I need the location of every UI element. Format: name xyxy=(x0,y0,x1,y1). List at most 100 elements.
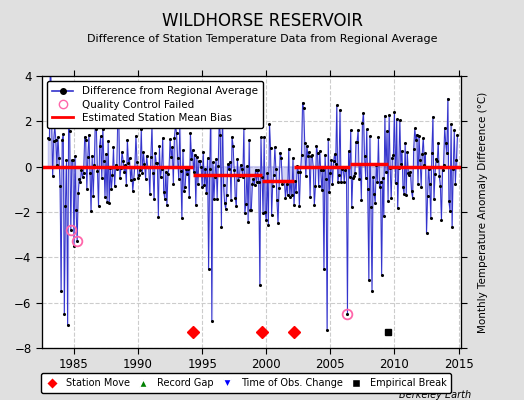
Point xyxy=(172,130,181,136)
Point xyxy=(50,123,59,129)
Point xyxy=(398,148,406,154)
Point xyxy=(183,170,191,177)
Point xyxy=(78,173,86,180)
Point xyxy=(440,162,448,168)
Point xyxy=(154,213,162,220)
Point xyxy=(433,158,441,164)
Point xyxy=(213,195,221,202)
Point xyxy=(228,134,236,140)
Point xyxy=(325,189,333,195)
Point xyxy=(373,178,381,185)
Point xyxy=(291,178,299,184)
Point xyxy=(313,150,322,156)
Point xyxy=(151,150,159,156)
Point xyxy=(105,199,113,206)
Point xyxy=(324,136,332,142)
Point xyxy=(46,50,54,56)
Point xyxy=(225,166,233,172)
Point xyxy=(254,167,262,173)
Point xyxy=(71,153,79,159)
Point xyxy=(311,182,320,189)
Point xyxy=(406,169,414,176)
Point xyxy=(95,143,104,149)
Point xyxy=(321,152,329,158)
Point xyxy=(280,178,289,184)
Point xyxy=(130,164,139,170)
Point xyxy=(352,139,360,146)
Point xyxy=(209,159,217,166)
Point xyxy=(380,112,389,119)
Point xyxy=(326,170,334,176)
Point xyxy=(137,125,146,132)
Point xyxy=(442,140,450,146)
Point xyxy=(417,184,425,190)
Point xyxy=(56,182,64,189)
Point xyxy=(312,143,321,149)
Point xyxy=(133,158,141,165)
Point xyxy=(315,148,324,154)
Point xyxy=(111,183,119,189)
Point xyxy=(221,199,229,206)
Point xyxy=(250,182,259,188)
Text: WILDHORSE RESERVOIR: WILDHORSE RESERVOIR xyxy=(161,12,363,30)
Point xyxy=(89,193,97,199)
Point xyxy=(128,188,137,194)
Point xyxy=(230,167,238,174)
Point xyxy=(182,166,190,173)
Point xyxy=(371,200,379,206)
Point xyxy=(319,167,327,173)
Point xyxy=(84,153,92,160)
Point xyxy=(367,204,375,210)
Point xyxy=(340,179,348,185)
Point xyxy=(434,140,442,146)
Point xyxy=(108,172,117,178)
Point xyxy=(171,122,180,129)
Point xyxy=(302,173,310,180)
Point xyxy=(278,181,287,187)
Point xyxy=(82,137,90,143)
Point xyxy=(244,219,252,225)
Point xyxy=(430,196,438,203)
Point xyxy=(247,206,256,213)
Point xyxy=(181,184,189,190)
Point xyxy=(287,178,295,184)
Point xyxy=(112,162,120,168)
Point xyxy=(194,180,202,187)
Point xyxy=(262,216,270,223)
Point xyxy=(226,158,234,165)
Point xyxy=(66,128,74,134)
Point xyxy=(216,132,224,138)
Point xyxy=(63,322,72,328)
Point xyxy=(404,169,412,176)
Point xyxy=(400,191,408,198)
Point xyxy=(157,166,166,173)
Point xyxy=(196,157,204,164)
Point xyxy=(333,102,341,109)
Point xyxy=(261,209,269,215)
Legend: Difference from Regional Average, Quality Control Failed, Estimated Station Mean: Difference from Regional Average, Qualit… xyxy=(47,81,263,128)
Point xyxy=(179,147,187,154)
Point xyxy=(53,162,61,168)
Point xyxy=(347,204,356,210)
Point xyxy=(389,152,398,158)
Point xyxy=(364,186,372,192)
Point xyxy=(173,155,182,161)
Point xyxy=(260,134,268,140)
Point xyxy=(356,160,365,167)
Point xyxy=(136,166,145,173)
Text: Difference of Station Temperature Data from Regional Average: Difference of Station Temperature Data f… xyxy=(87,34,437,44)
Point xyxy=(354,127,362,133)
Point xyxy=(257,134,265,140)
Point xyxy=(310,202,319,208)
Point xyxy=(195,158,203,164)
Point xyxy=(416,157,424,163)
Point xyxy=(372,162,380,168)
Point xyxy=(256,281,264,288)
Point xyxy=(168,144,177,151)
Point xyxy=(44,135,52,142)
Point xyxy=(279,178,288,184)
Point xyxy=(377,272,386,279)
Point xyxy=(210,196,218,202)
Point xyxy=(49,138,58,144)
Point xyxy=(303,143,311,149)
